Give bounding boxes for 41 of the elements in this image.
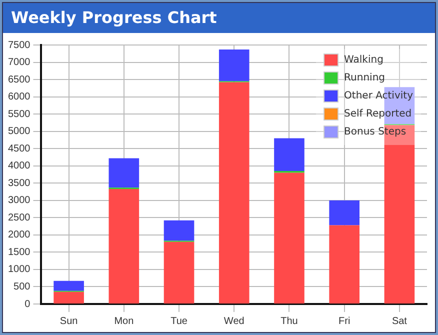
bar bbox=[164, 242, 194, 304]
y-tick-label: 4000 bbox=[8, 160, 31, 172]
y-tick-label: 500 bbox=[14, 281, 31, 292]
legend-label: Walking bbox=[344, 54, 384, 66]
y-tick-label: 5000 bbox=[8, 126, 31, 138]
y-tick-label: 6500 bbox=[8, 74, 31, 86]
y-tick-label: 5500 bbox=[8, 108, 31, 120]
bar bbox=[274, 138, 304, 172]
y-tick-label: 3000 bbox=[8, 195, 31, 206]
y-tick-label: 2000 bbox=[8, 230, 31, 241]
legend-label: Bonus Steps bbox=[344, 126, 406, 138]
y-tick-label: 1000 bbox=[8, 264, 31, 276]
legend-label: Other Activity bbox=[344, 90, 414, 102]
x-tick-label: Fri bbox=[338, 316, 350, 327]
bar bbox=[54, 280, 84, 291]
y-tick-label: 7500 bbox=[8, 40, 31, 51]
legend-label: Running bbox=[344, 72, 386, 84]
y-tick-label: 0 bbox=[24, 298, 31, 310]
y-tick-label: 2500 bbox=[8, 212, 31, 224]
x-tick-label: Thu bbox=[280, 316, 298, 327]
bar bbox=[164, 220, 194, 241]
y-tick-label: 6000 bbox=[8, 92, 31, 103]
bar bbox=[329, 200, 360, 226]
x-tick-label: Mon bbox=[114, 316, 134, 327]
y-tick-label: 4500 bbox=[8, 143, 31, 154]
legend-label: Self Reported bbox=[344, 108, 412, 120]
y-tick-label: 3500 bbox=[8, 178, 31, 189]
bar bbox=[54, 292, 84, 304]
bar bbox=[218, 49, 250, 82]
bar bbox=[108, 158, 140, 188]
y-tick-label: 7000 bbox=[8, 57, 31, 68]
x-tick-label: Wed bbox=[224, 316, 244, 327]
x-tick-label: Sat bbox=[392, 316, 408, 327]
chart-title: Weekly Progress Chart bbox=[3, 3, 435, 33]
x-tick-label: Sun bbox=[60, 316, 78, 327]
bar bbox=[329, 225, 360, 304]
bar bbox=[274, 172, 304, 304]
x-tick-label: Tue bbox=[170, 316, 188, 327]
bar bbox=[108, 189, 140, 304]
bar bbox=[218, 82, 250, 304]
y-tick-label: 1500 bbox=[8, 246, 31, 258]
